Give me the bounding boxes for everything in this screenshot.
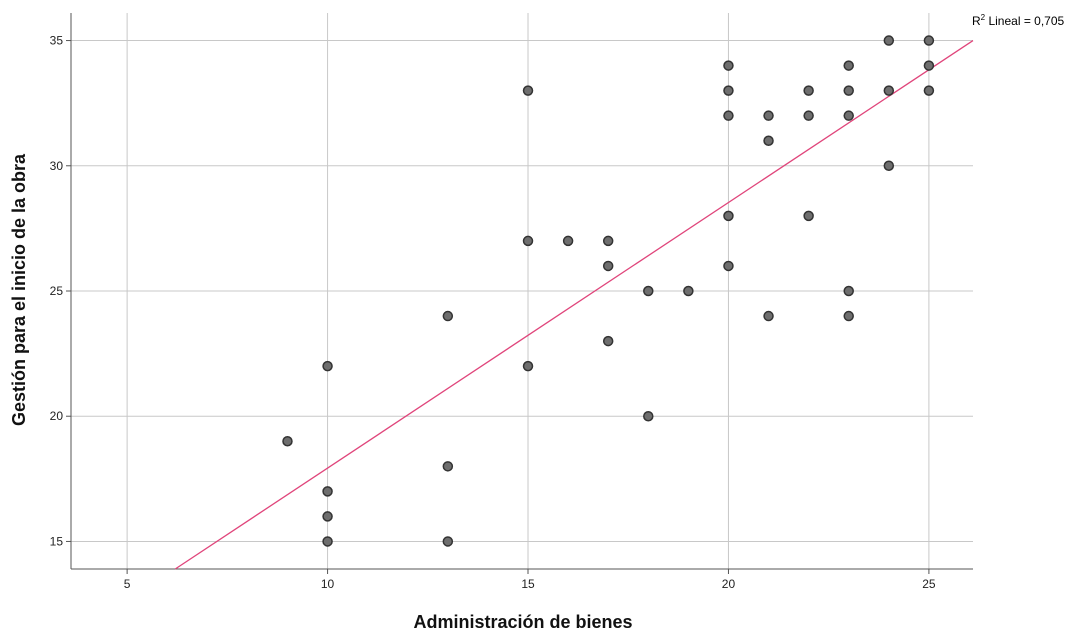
fit-line: [174, 40, 974, 570]
data-point: [723, 85, 734, 96]
tick-labels: 5 10 15 20 25 15 20 25 30 35: [50, 34, 936, 591]
data-point: [322, 486, 333, 497]
r2-label-suffix: Lineal = 0,705: [985, 14, 1064, 28]
data-point: [602, 260, 614, 272]
fit-line-group: [174, 40, 974, 570]
data-point: [522, 85, 534, 96]
data-point: [923, 35, 935, 46]
data-point: [883, 35, 895, 46]
axes: [66, 13, 973, 574]
data-point: [843, 310, 854, 322]
data-point: [282, 436, 293, 447]
data-point: [843, 285, 854, 297]
x-tick-label: 25: [922, 577, 936, 591]
data-points: [282, 35, 935, 547]
data-point: [442, 310, 454, 322]
data-point: [322, 511, 333, 522]
data-point: [763, 110, 774, 121]
x-tick-label: 10: [321, 577, 335, 591]
data-point: [883, 85, 895, 96]
data-point: [843, 85, 854, 96]
data-point: [723, 260, 734, 272]
y-tick-label: 25: [50, 284, 64, 298]
data-point: [442, 461, 454, 472]
data-point: [322, 536, 333, 547]
data-point: [763, 135, 774, 146]
data-point: [763, 310, 774, 322]
data-point: [843, 110, 854, 121]
y-tick-label: 30: [50, 159, 64, 173]
data-point: [803, 110, 814, 121]
x-tick-label: 5: [124, 577, 131, 591]
data-point: [602, 335, 614, 347]
data-point: [322, 360, 333, 372]
y-tick-label: 15: [50, 534, 64, 548]
grid-lines: [71, 13, 973, 569]
y-tick-label: 35: [50, 34, 64, 48]
x-axis-title: Administración de bienes: [413, 612, 632, 632]
data-point: [643, 285, 654, 297]
data-point: [602, 235, 614, 247]
data-point: [923, 60, 935, 71]
data-point: [843, 60, 854, 71]
data-point: [442, 536, 454, 547]
data-point: [522, 360, 534, 372]
data-point: [562, 235, 574, 247]
data-point: [723, 60, 734, 71]
data-point: [883, 160, 895, 172]
x-tick-label: 20: [722, 577, 736, 591]
data-point: [723, 110, 734, 121]
x-tick-label: 15: [521, 577, 535, 591]
r2-label-superscript: 2: [981, 13, 986, 22]
data-point: [522, 235, 534, 247]
r2-label-prefix: R: [972, 14, 981, 28]
data-point: [723, 210, 734, 222]
y-tick-label: 20: [50, 409, 64, 423]
data-point: [683, 285, 694, 297]
data-point: [803, 210, 814, 222]
y-axis-title: Gestión para el inicio de la obra: [9, 153, 29, 426]
data-point: [923, 85, 935, 96]
data-point: [643, 410, 654, 422]
data-point: [803, 85, 814, 96]
r2-label: R2 Lineal = 0,705: [972, 13, 1065, 28]
